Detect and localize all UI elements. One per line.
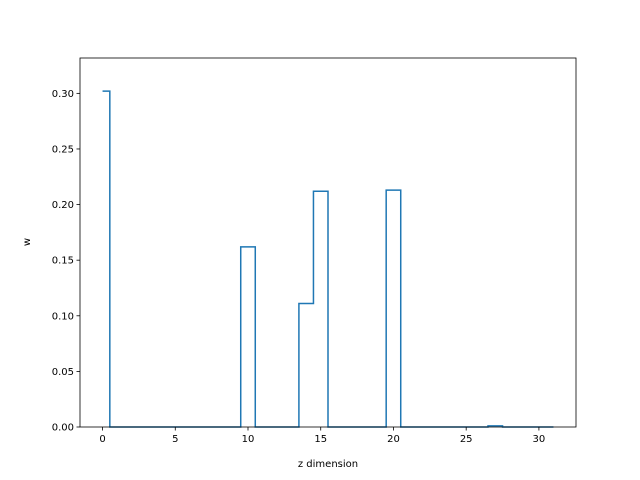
x-axis-ticks: 0 5 10 15 20 25 30: [99, 427, 545, 445]
y-axis-ticks: 0.00 0.05 0.10 0.15 0.20 0.25 0.30: [52, 89, 80, 434]
x-tick-label: 30: [533, 434, 546, 445]
y-tick-label: 0.00: [52, 423, 74, 434]
y-tick-label: 0.25: [52, 144, 74, 155]
x-tick-label: 20: [387, 434, 400, 445]
y-tick-label: 0.30: [52, 89, 74, 100]
x-tick-label: 10: [242, 434, 255, 445]
plot-frame: [79, 57, 577, 428]
y-tick-label: 0.15: [52, 256, 74, 267]
y-tick-label: 0.10: [52, 311, 74, 322]
y-tick-label: 0.20: [52, 200, 74, 211]
x-axis-label: z dimension: [298, 459, 358, 470]
x-tick-label: 25: [460, 434, 473, 445]
x-tick-label: 5: [172, 434, 178, 445]
y-tick-label: 0.05: [52, 367, 74, 378]
x-tick-label: 0: [99, 434, 105, 445]
x-tick-label: 15: [314, 434, 327, 445]
y-axis-label: w: [22, 238, 33, 246]
